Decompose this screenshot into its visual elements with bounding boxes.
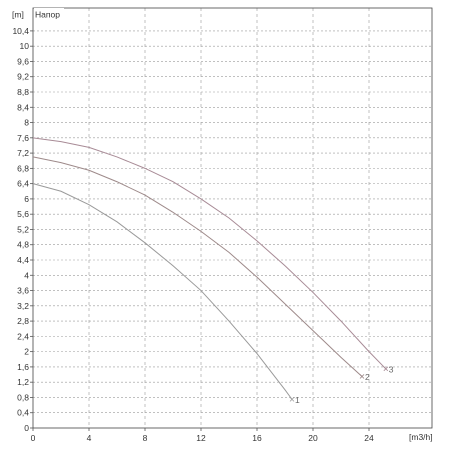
x-tick-label: 8	[143, 433, 148, 443]
y-tick-label: 1,6	[17, 362, 29, 372]
y-tick-label: 3,6	[17, 286, 29, 296]
y-tick-label: 2,4	[17, 331, 29, 341]
y-tick-label: 2,8	[17, 316, 29, 326]
series-1-label: 1	[295, 395, 300, 405]
y-tick-label: 5,2	[17, 224, 29, 234]
series-3-line	[32, 137, 387, 370]
series-2-label: 2	[365, 372, 370, 382]
x-tick-label: 16	[252, 433, 262, 443]
y-tick-label: 3,2	[17, 301, 29, 311]
series-labels: 1 2 3	[289, 364, 394, 405]
y-tick-label: 10,4	[12, 26, 29, 36]
y-tick-label: 4	[24, 270, 29, 280]
x-axis-ticks: 0 4 8 12 16 20 24	[31, 428, 374, 443]
x-tick-label: 24	[364, 433, 374, 443]
series-3-label: 3	[389, 364, 394, 374]
x-axis-unit: [m3/h]	[409, 432, 433, 442]
series-1-line	[32, 183, 293, 400]
series-2-line	[32, 156, 363, 377]
y-tick-label: 2	[24, 347, 29, 357]
y-tick-label: 0,8	[17, 392, 29, 402]
x-tick-label: 4	[87, 433, 92, 443]
y-tick-label: 1,2	[17, 377, 29, 387]
y-tick-label: 9,6	[17, 56, 29, 66]
plot-border	[32, 7, 433, 429]
y-axis-ticks: 0 0,4 0,8 1,2 1,6 2 2,4 2,8 3,2 3,6 4 4,4 4,8 5,2 5,6 6…	[12, 26, 33, 433]
y-tick-label: 8,4	[17, 102, 29, 112]
x-tick-label: 20	[308, 433, 318, 443]
y-tick-label: 7,6	[17, 133, 29, 143]
y-tick-label: 4,8	[17, 240, 29, 250]
y-tick-label: 0	[24, 423, 29, 433]
x-tick-label: 12	[196, 433, 206, 443]
plot-frame	[32, 7, 433, 429]
y-tick-label: 9,2	[17, 72, 29, 82]
chart-title: Напор	[35, 10, 60, 20]
title-area: Напор [m] [m3/h]	[12, 8, 433, 442]
x-tick-label: 0	[31, 433, 36, 443]
y-tick-label: 8	[24, 118, 29, 128]
series-2-end-marker	[359, 374, 365, 379]
y-tick-label: 4,4	[17, 255, 29, 265]
y-tick-label: 5,6	[17, 209, 29, 219]
series-3-end-marker	[383, 366, 389, 372]
y-axis-unit: [m]	[12, 10, 24, 20]
series-1-end-marker	[289, 397, 295, 402]
y-tick-label: 6	[24, 194, 29, 204]
y-tick-label: 0,4	[17, 408, 29, 418]
y-tick-label: 10	[20, 41, 30, 51]
y-tick-label: 8,8	[17, 87, 29, 97]
y-tick-label: 7,2	[17, 148, 29, 158]
y-tick-label: 6,4	[17, 179, 29, 189]
y-tick-label: 6,8	[17, 163, 29, 173]
series-lines	[32, 137, 387, 400]
grid	[33, 8, 432, 428]
title-background	[34, 8, 64, 20]
